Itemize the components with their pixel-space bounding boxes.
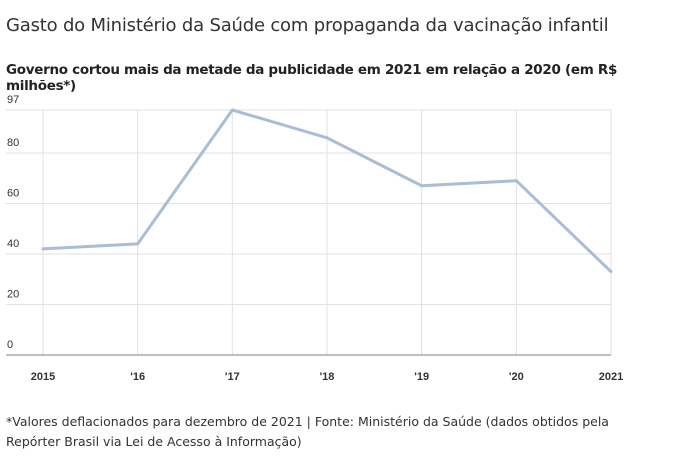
- data-point: [420, 184, 424, 188]
- footnote: *Valores deflacionados para dezembro de …: [6, 414, 609, 449]
- data-point: [230, 108, 234, 112]
- y-tick-label: 20: [7, 288, 19, 300]
- x-tick-label: '16: [130, 371, 145, 383]
- x-tick-label: 2015: [31, 371, 55, 383]
- y-tick-label: 0: [7, 339, 13, 351]
- x-tick-label: '17: [225, 371, 240, 383]
- data-point: [41, 247, 45, 251]
- data-point: [325, 136, 329, 140]
- x-tick-label: 2021: [599, 371, 623, 383]
- x-tick-label: '20: [509, 371, 524, 383]
- data-point: [609, 270, 613, 274]
- line-chart: 0 20 40 60 80 97 2015 '16 '17 '18 '19 '20 2021: [6, 94, 623, 383]
- data-point: [136, 242, 140, 246]
- y-tick-label: 97: [7, 94, 19, 106]
- y-tick-label: 80: [7, 137, 19, 149]
- y-tick-label: 40: [7, 238, 19, 250]
- chart-subtitle: Governo cortou mais da metade da publici…: [6, 62, 618, 94]
- chart-title: Gasto do Ministério da Saúde com propaga…: [6, 15, 609, 36]
- x-tick-label: '18: [320, 371, 335, 383]
- y-tick-label: 60: [7, 187, 19, 199]
- data-point: [514, 179, 518, 183]
- x-tick-label: '19: [414, 371, 429, 383]
